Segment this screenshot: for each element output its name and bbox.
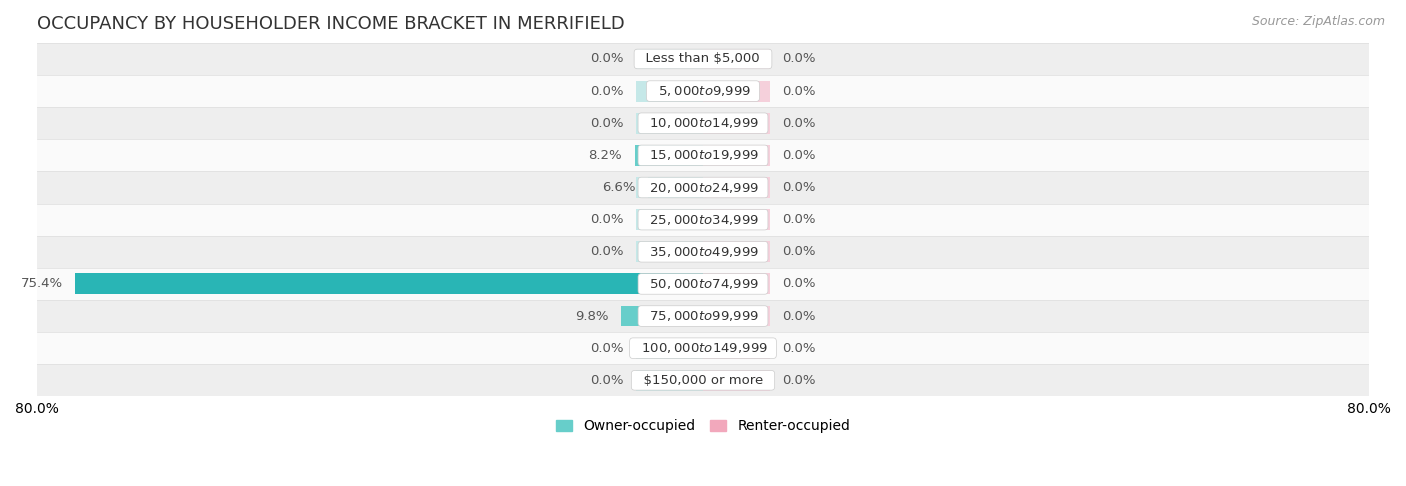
Bar [37, 236, 1369, 268]
Text: 0.0%: 0.0% [782, 117, 815, 130]
Text: $150,000 or more: $150,000 or more [634, 374, 772, 387]
Bar [634, 145, 703, 166]
Bar [37, 300, 1369, 332]
Bar [703, 145, 769, 166]
Bar [703, 370, 769, 391]
Text: 0.0%: 0.0% [782, 149, 815, 162]
Text: 0.0%: 0.0% [782, 213, 815, 226]
Text: 0.0%: 0.0% [591, 213, 624, 226]
Text: 0.0%: 0.0% [591, 85, 624, 98]
Text: $75,000 to $99,999: $75,000 to $99,999 [641, 309, 765, 323]
Text: 0.0%: 0.0% [591, 245, 624, 258]
Bar [637, 209, 703, 230]
Text: $35,000 to $49,999: $35,000 to $49,999 [641, 245, 765, 259]
Bar [634, 145, 703, 166]
Bar [37, 107, 1369, 139]
Text: Less than $5,000: Less than $5,000 [637, 52, 769, 66]
Text: $100,000 to $149,999: $100,000 to $149,999 [633, 341, 773, 355]
Text: $15,000 to $19,999: $15,000 to $19,999 [641, 148, 765, 162]
Text: $5,000 to $9,999: $5,000 to $9,999 [650, 84, 756, 98]
Bar [703, 306, 769, 327]
Bar [703, 81, 769, 102]
Text: 0.0%: 0.0% [782, 374, 815, 387]
Bar [37, 268, 1369, 300]
Text: 0.0%: 0.0% [591, 117, 624, 130]
Text: $25,000 to $34,999: $25,000 to $34,999 [641, 213, 765, 226]
Bar [637, 81, 703, 102]
Text: $50,000 to $74,999: $50,000 to $74,999 [641, 277, 765, 291]
Bar [37, 43, 1369, 75]
Bar [703, 274, 769, 295]
Bar [37, 332, 1369, 364]
Bar [37, 204, 1369, 236]
Text: $20,000 to $24,999: $20,000 to $24,999 [641, 180, 765, 194]
Text: 0.0%: 0.0% [591, 342, 624, 355]
Text: 0.0%: 0.0% [782, 310, 815, 323]
Text: 75.4%: 75.4% [21, 278, 63, 291]
Bar [37, 172, 1369, 204]
Bar [637, 177, 703, 198]
Text: OCCUPANCY BY HOUSEHOLDER INCOME BRACKET IN MERRIFIELD: OCCUPANCY BY HOUSEHOLDER INCOME BRACKET … [37, 15, 624, 33]
Bar [703, 177, 769, 198]
Text: 9.8%: 9.8% [575, 310, 609, 323]
Text: 0.0%: 0.0% [591, 374, 624, 387]
Bar [703, 209, 769, 230]
Text: 8.2%: 8.2% [589, 149, 623, 162]
Bar [621, 306, 703, 327]
Text: 6.6%: 6.6% [602, 181, 636, 194]
Bar [637, 338, 703, 359]
Text: $10,000 to $14,999: $10,000 to $14,999 [641, 116, 765, 130]
Text: 0.0%: 0.0% [782, 342, 815, 355]
Text: Source: ZipAtlas.com: Source: ZipAtlas.com [1251, 15, 1385, 28]
Bar [637, 113, 703, 134]
Bar [37, 75, 1369, 107]
Bar [637, 370, 703, 391]
Bar [621, 306, 703, 327]
Bar [703, 242, 769, 262]
Bar [76, 274, 703, 295]
Bar [703, 49, 769, 69]
Text: 0.0%: 0.0% [782, 245, 815, 258]
Bar [703, 338, 769, 359]
Bar [637, 242, 703, 262]
Bar [37, 364, 1369, 397]
Bar [703, 113, 769, 134]
Bar [37, 139, 1369, 172]
Text: 0.0%: 0.0% [591, 52, 624, 66]
Bar [637, 49, 703, 69]
Legend: Owner-occupied, Renter-occupied: Owner-occupied, Renter-occupied [550, 414, 856, 439]
Text: 0.0%: 0.0% [782, 181, 815, 194]
Bar [76, 274, 703, 295]
Bar [648, 177, 703, 198]
Text: 0.0%: 0.0% [782, 278, 815, 291]
Text: 0.0%: 0.0% [782, 52, 815, 66]
Text: 0.0%: 0.0% [782, 85, 815, 98]
